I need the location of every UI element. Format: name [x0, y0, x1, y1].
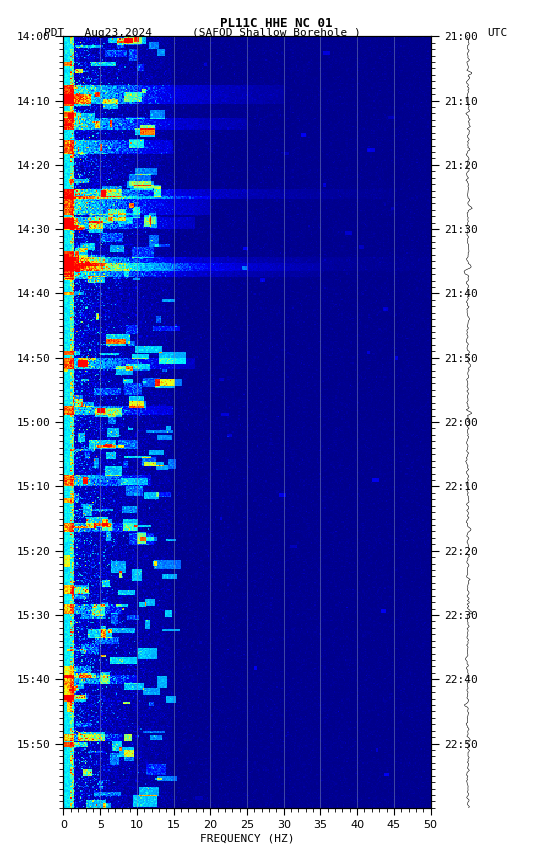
Text: PL11C HHE NC 01: PL11C HHE NC 01	[220, 17, 332, 30]
Text: UTC: UTC	[487, 28, 508, 38]
Text: (SAFOD Shallow Borehole ): (SAFOD Shallow Borehole )	[192, 28, 360, 38]
X-axis label: FREQUENCY (HZ): FREQUENCY (HZ)	[200, 834, 294, 844]
Text: PDT   Aug23,2024: PDT Aug23,2024	[44, 28, 152, 38]
